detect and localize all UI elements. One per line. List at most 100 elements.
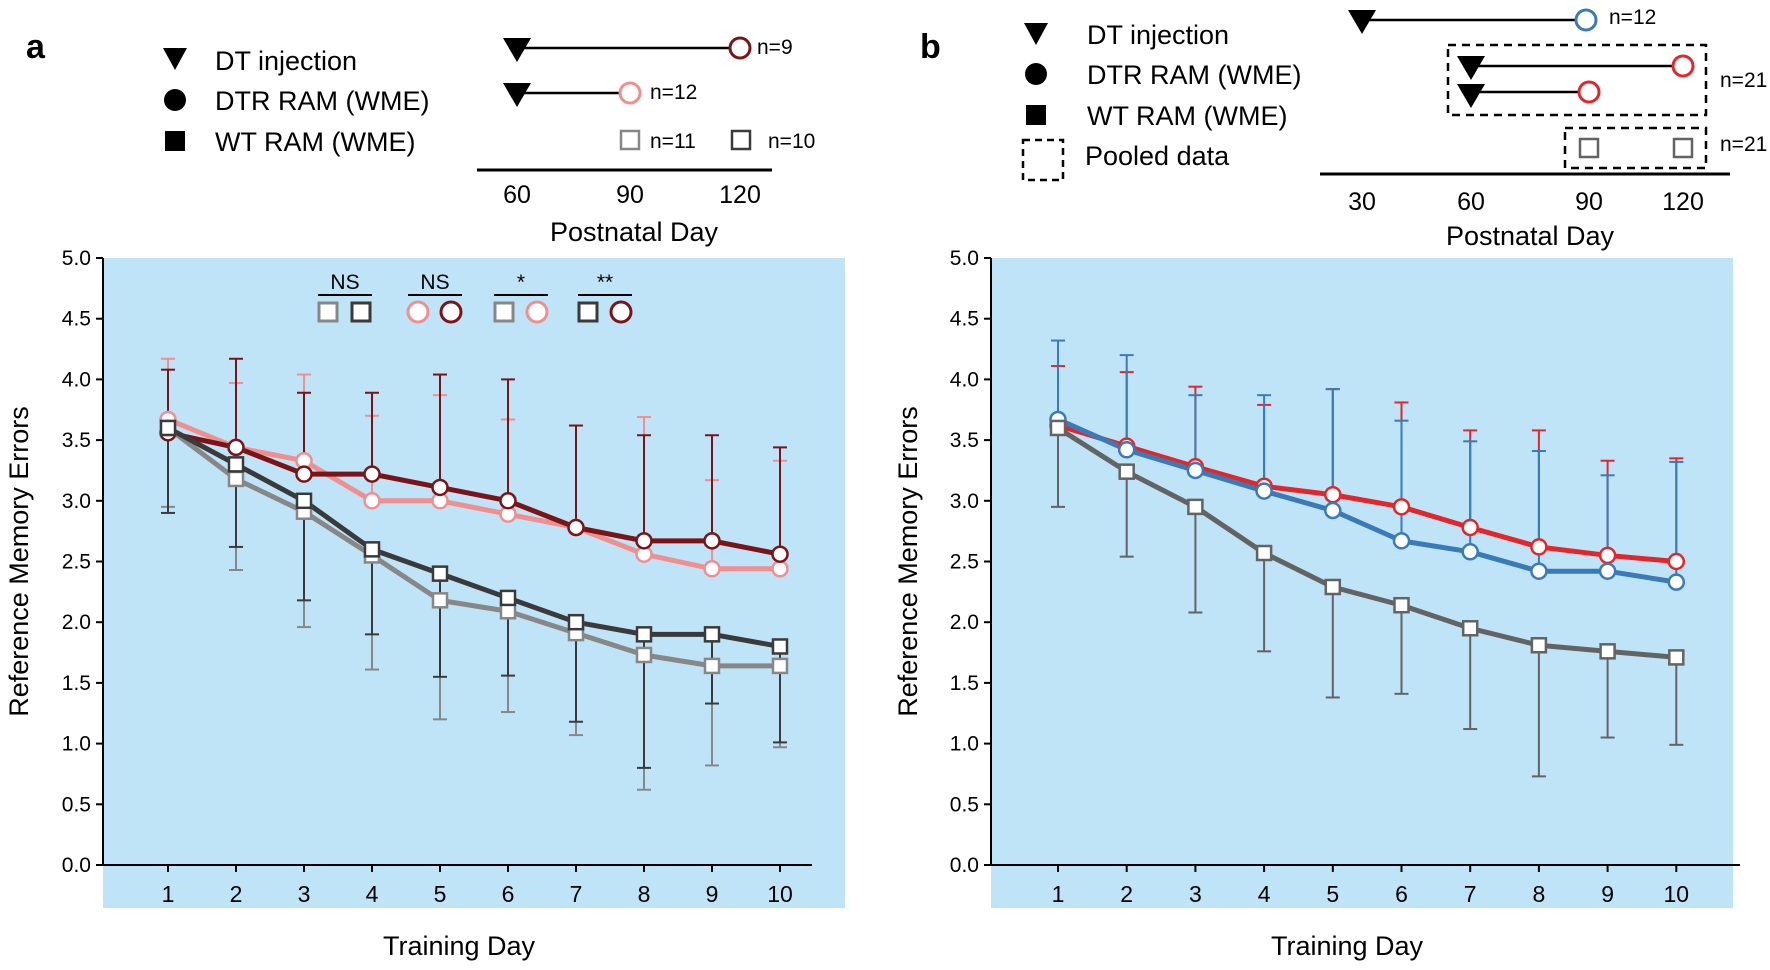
timeline-a-tick-120: 120 xyxy=(719,181,761,209)
y-tick-label-b: 4.0 xyxy=(950,368,979,391)
data-point-b-s1 xyxy=(1461,543,1479,561)
y-tick-label-a: 3.5 xyxy=(62,429,91,452)
significance-marker-square-icon xyxy=(577,301,599,323)
legend-a-circle-icon xyxy=(164,89,186,111)
timeline-a-wt90-n: n=11 xyxy=(650,130,696,153)
timeline-a-wt120-icon xyxy=(730,129,752,151)
chart-b: 0.0 0.5 1.0 1.5 2.0 2.5 3.0 3.5 4.0 4.5 5.0 1 2 3 4 5 6 7… xyxy=(893,247,1740,961)
chart-a: 0.0 0.5 1.0 1.5 2.0 2.5 3.0 3.5 4.0 4.5 5.0 1 2 3 4 5 6 7… xyxy=(4,247,845,961)
timeline-b-row1-dt-icon xyxy=(1348,10,1376,34)
panel-label-a: a xyxy=(26,28,46,66)
significance-marker-circle-icon xyxy=(609,300,633,324)
data-point-b-s1 xyxy=(1667,573,1686,591)
series-line-a-2 xyxy=(166,425,780,669)
y-tick-label-a: 0.0 xyxy=(62,854,91,877)
x-tick-label-b: 7 xyxy=(1464,881,1477,907)
legend-b: DT injection DTR RAM (WME) WT RAM (WME) … xyxy=(1021,20,1301,182)
x-tick-label-b: 9 xyxy=(1601,881,1614,907)
x-tick-label-b: 3 xyxy=(1189,881,1202,907)
y-tick-label-a: 2.5 xyxy=(62,551,91,574)
series-line-b-0 xyxy=(1057,423,1677,564)
significance-marker-square-icon xyxy=(350,301,372,323)
x-tick-label-a: 5 xyxy=(434,881,447,907)
timeline-b-row3-end-icon xyxy=(1577,80,1601,104)
data-point-a-s3 xyxy=(431,565,449,582)
series-line-a-0 xyxy=(167,417,780,572)
y-axis-label-a: Reference Memory Errors xyxy=(4,406,34,717)
legend-b-circle-icon xyxy=(1025,63,1047,85)
data-point-b-s0 xyxy=(1598,546,1617,565)
x-tick-label-a: 9 xyxy=(706,881,719,907)
data-point-a-s2 xyxy=(703,657,721,675)
data-point-b-s1 xyxy=(1392,532,1411,550)
timeline-b-pooled-dtr-box xyxy=(1446,43,1708,117)
data-point-a-s3 xyxy=(703,626,721,643)
data-point-b-s2 xyxy=(1393,596,1410,614)
data-point-b-s0 xyxy=(1530,538,1548,556)
significance-label-3: ** xyxy=(597,271,613,294)
data-point-b-s0 xyxy=(1667,552,1686,571)
y-tick-label-b: 3.0 xyxy=(950,490,979,513)
timeline-a-row1-end-icon xyxy=(728,36,752,60)
timeline-b-wt120-icon xyxy=(1672,137,1694,159)
timeline-b-tick-90: 90 xyxy=(1575,188,1603,216)
y-tick-label-a: 4.5 xyxy=(62,308,91,331)
plot-background-b xyxy=(991,258,1733,908)
data-point-a-s0 xyxy=(363,492,381,510)
data-point-a-s2 xyxy=(431,592,449,609)
timeline-a-row2-n: n=12 xyxy=(650,81,697,104)
panel-label-b: b xyxy=(920,28,941,66)
plot-background-a xyxy=(103,258,845,908)
timeline-a-wt120-n: n=10 xyxy=(768,130,815,153)
data-point-a-s1 xyxy=(363,465,381,483)
x-tick-label-a: 6 xyxy=(502,881,515,907)
x-tick-label-a: 3 xyxy=(298,881,311,907)
timeline-b-xlabel: Postnatal Day xyxy=(1446,221,1615,251)
series-line-a-1 xyxy=(167,430,781,557)
y-tick-label-b: 1.5 xyxy=(950,672,979,695)
timeline-b-pooled-dtr-n: n=21 xyxy=(1720,69,1767,92)
x-tick-label-a: 2 xyxy=(230,881,243,907)
y-tick-label-a: 1.0 xyxy=(62,733,91,756)
timeline-b-tick-120: 120 xyxy=(1662,188,1704,216)
significance-marker-circle-icon xyxy=(406,300,430,324)
legend-b-label-pooled: Pooled data xyxy=(1085,141,1230,171)
x-tick-label-b: 8 xyxy=(1533,881,1546,907)
significance-marker-circle-icon xyxy=(525,300,549,324)
y-tick-label-a: 1.5 xyxy=(62,672,91,695)
legend-a-label-wt: WT RAM (WME) xyxy=(215,127,415,157)
data-point-a-s2 xyxy=(499,603,517,620)
y-tick-label-b: 5.0 xyxy=(950,247,979,270)
data-point-b-s1 xyxy=(1255,482,1273,500)
y-tick-label-b: 0.5 xyxy=(950,793,979,816)
data-point-a-s3 xyxy=(295,492,313,510)
data-point-b-s2 xyxy=(1255,544,1273,562)
timeline-a-row1-dt-icon xyxy=(503,38,531,62)
data-point-b-s2 xyxy=(1599,643,1616,660)
x-tick-label-b: 4 xyxy=(1258,881,1271,907)
y-tick-label-b: 2.5 xyxy=(950,551,979,574)
data-point-a-s2 xyxy=(771,657,789,675)
legend-a: DT injection DTR RAM (WME) WT RAM (WME) xyxy=(163,46,429,157)
legend-b-label-wt: WT RAM (WME) xyxy=(1087,101,1287,131)
x-tick-label-a: 10 xyxy=(767,881,793,907)
legend-b-square-icon xyxy=(1026,105,1046,125)
data-point-a-s3 xyxy=(567,613,585,631)
data-point-a-s1 xyxy=(703,532,721,550)
timeline-b-tick-60: 60 xyxy=(1457,188,1485,216)
series-line-b-1 xyxy=(1056,417,1677,585)
significance-marker-circle-icon xyxy=(439,300,463,324)
timeline-a: n=9 n=12 n=11 n=10 60 90 120 Postnatal D… xyxy=(477,36,815,247)
series-line-a-3 xyxy=(166,425,781,649)
timeline-a-xlabel: Postnatal Day xyxy=(550,217,719,247)
data-point-a-s1 xyxy=(635,532,653,550)
data-point-b-s1 xyxy=(1324,501,1342,520)
timeline-a-tick-60: 60 xyxy=(503,181,531,209)
data-point-b-s0 xyxy=(1461,518,1479,537)
data-point-b-s2 xyxy=(1324,578,1342,596)
y-tick-label-b: 2.0 xyxy=(950,611,979,634)
x-tick-label-b: 6 xyxy=(1395,881,1408,907)
data-point-a-s1 xyxy=(295,465,313,483)
legend-a-triangle-icon xyxy=(163,48,187,70)
